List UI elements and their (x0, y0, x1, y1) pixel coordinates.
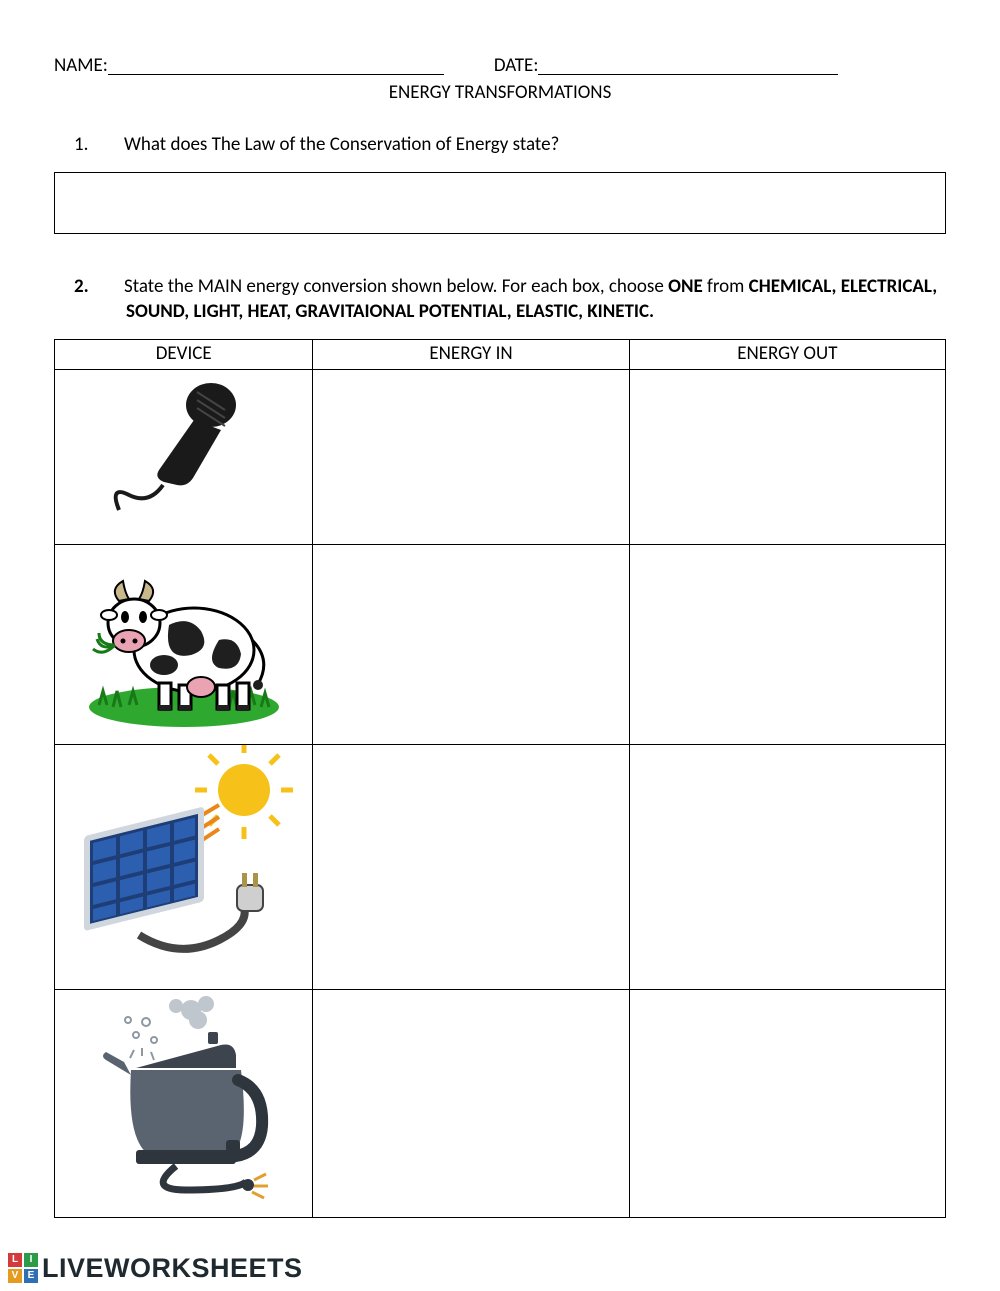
date-blank[interactable] (538, 54, 838, 75)
device-cell-solar-panel (55, 744, 313, 989)
date-gap (444, 54, 494, 77)
q2-mid: from (703, 275, 749, 298)
energy-out-cell[interactable] (629, 989, 945, 1217)
logo-squares: L I V E (8, 1253, 38, 1283)
table-row (55, 744, 946, 989)
name-blank[interactable] (108, 54, 444, 75)
question-2: 2.State the MAIN energy conversion shown… (100, 274, 946, 325)
energy-out-cell[interactable] (629, 544, 945, 744)
date-label: DATE: (494, 54, 539, 77)
col-energy-out: ENERGY OUT (629, 339, 945, 369)
logo-sq-1: I (24, 1253, 38, 1267)
microphone-icon (99, 370, 269, 520)
cow-icon (79, 545, 289, 730)
device-cell-kettle (55, 989, 313, 1217)
q2-one: ONE (668, 275, 703, 298)
header-line: NAME: DATE: (54, 54, 946, 77)
table-row (55, 369, 946, 544)
table-header-row: DEVICE ENERGY IN ENERGY OUT (55, 339, 946, 369)
question-1: 1.What does The Law of the Conservation … (100, 132, 946, 158)
logo-text: LIVEWORKSHEETS (42, 1255, 303, 1282)
energy-in-cell[interactable] (313, 744, 629, 989)
kettle-icon (76, 990, 291, 1200)
energy-in-cell[interactable] (313, 544, 629, 744)
table-row (55, 989, 946, 1217)
q2-number: 2. (100, 274, 124, 300)
name-label: NAME: (54, 54, 108, 77)
energy-out-cell[interactable] (629, 369, 945, 544)
logo-sq-3: E (24, 1269, 38, 1283)
solar-panel-icon (69, 745, 299, 970)
worksheet-title: ENERGY TRANSFORMATIONS (54, 81, 946, 104)
device-cell-microphone (55, 369, 313, 544)
logo-sq-2: V (8, 1269, 22, 1283)
col-energy-in: ENERGY IN (313, 339, 629, 369)
q2-lead: State the MAIN energy conversion shown b… (124, 275, 668, 298)
logo-sq-0: L (8, 1253, 22, 1267)
energy-out-cell[interactable] (629, 744, 945, 989)
col-device: DEVICE (55, 339, 313, 369)
q1-text: What does The Law of the Conservation of… (124, 133, 559, 156)
q1-number: 1. (100, 132, 124, 158)
energy-table: DEVICE ENERGY IN ENERGY OUT (54, 339, 946, 1218)
device-cell-cow (55, 544, 313, 744)
q1-answer-box[interactable] (54, 172, 946, 234)
table-row (55, 544, 946, 744)
energy-in-cell[interactable] (313, 369, 629, 544)
energy-in-cell[interactable] (313, 989, 629, 1217)
liveworksheets-logo: L I V E LIVEWORKSHEETS (8, 1253, 303, 1283)
worksheet-page: NAME: DATE: ENERGY TRANSFORMATIONS 1.Wha… (0, 0, 1000, 1291)
